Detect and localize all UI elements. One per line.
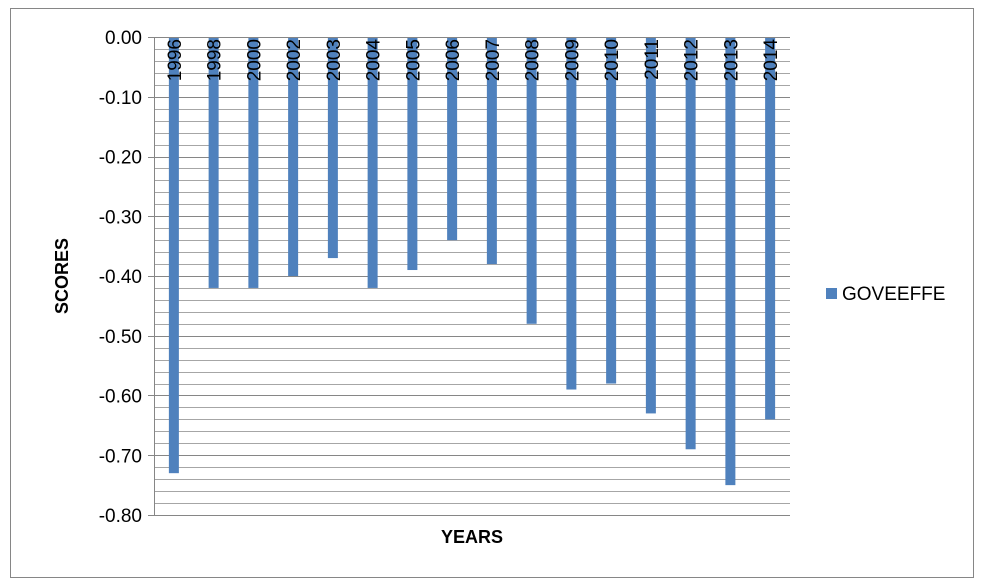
- x-category-label: 2012: [682, 39, 703, 81]
- y-tick-label: -0.80: [99, 506, 142, 527]
- axes: [154, 37, 790, 515]
- y-tick-labels: 0.00 -0.10 -0.20 -0.30 -0.40 -0.50 -0.60 -0.70 -…: [99, 28, 154, 527]
- x-category-label: 2013: [721, 39, 742, 81]
- bar: [566, 37, 577, 390]
- legend-swatch: [826, 288, 837, 299]
- x-category-label: 2005: [403, 39, 424, 81]
- x-category-label: 2004: [364, 39, 385, 82]
- y-tick-label: -0.70: [99, 446, 142, 467]
- legend-label: GOVEEFFE: [842, 284, 945, 305]
- x-axis-title: YEARS: [441, 527, 503, 547]
- bars: [168, 37, 776, 486]
- x-category-label: 1998: [205, 39, 226, 81]
- bar: [288, 37, 299, 276]
- bar: [248, 37, 259, 288]
- bar: [367, 37, 378, 288]
- x-category-label: 2006: [443, 39, 464, 81]
- x-category-label: 2002: [284, 39, 305, 81]
- bar: [168, 37, 179, 474]
- x-category-label: 2011: [642, 39, 663, 80]
- y-tick-label: 0.00: [105, 28, 142, 49]
- x-category-label: 2000: [244, 39, 265, 81]
- x-category-label: 2007: [483, 39, 504, 81]
- category-labels: 1996 1998 2000 2002 2003 2004 2005 2006 2007 2008…: [165, 39, 782, 82]
- bar: [447, 37, 458, 241]
- bar: [725, 37, 736, 486]
- y-tick-label: -0.20: [99, 148, 142, 169]
- x-category-label: 2010: [602, 39, 623, 81]
- bar: [407, 37, 418, 271]
- bar: [765, 37, 776, 420]
- y-axis-title: SCORES: [52, 238, 72, 314]
- bar: [685, 37, 696, 450]
- x-category-label: 2014: [761, 39, 782, 82]
- y-tick-label: -0.10: [99, 88, 142, 109]
- bar: [327, 37, 338, 259]
- x-category-label: 2009: [562, 39, 583, 81]
- bar: [486, 37, 497, 265]
- bar: [606, 37, 617, 384]
- x-category-label: 1996: [165, 39, 186, 81]
- bar: [645, 37, 656, 414]
- y-tick-label: -0.60: [99, 387, 142, 408]
- x-category-label: 2008: [523, 39, 544, 81]
- y-tick-label: -0.50: [99, 327, 142, 348]
- x-category-label: 2003: [324, 39, 345, 81]
- y-tick-label: -0.40: [99, 267, 142, 288]
- legend: GOVEEFFE: [826, 284, 945, 305]
- bar: [208, 37, 219, 288]
- y-tick-label: -0.30: [99, 207, 142, 228]
- bar: [526, 37, 537, 324]
